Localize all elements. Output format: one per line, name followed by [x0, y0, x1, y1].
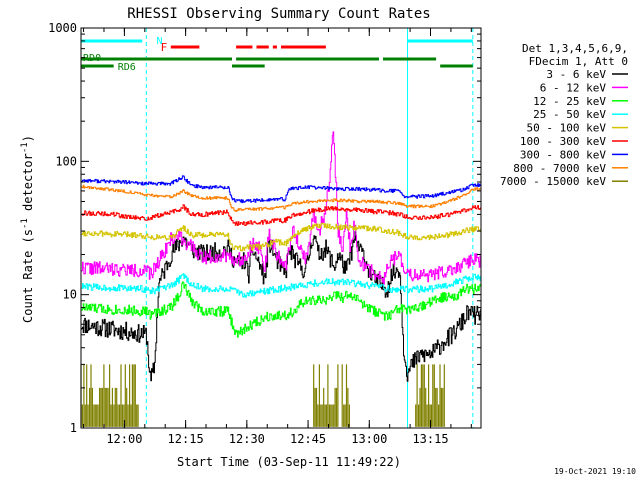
flare-band-label: F — [161, 41, 168, 54]
x-tick-label: 12:30 — [229, 432, 265, 446]
y-axis-label-part2: detector — [21, 153, 35, 218]
y-axis-label-part1: Count Rate (s — [21, 229, 35, 323]
footer-date: 19-Oct-2021 19:10 — [554, 467, 636, 476]
series-line-6 — [81, 175, 482, 204]
legend-entry-label: 25 - 50 keV — [533, 108, 606, 121]
axes-layer: 1 10 100 1000 12:00 12:15 12:30 12:45 13:00 13:15 — [48, 21, 482, 446]
legend-entry-label: 6 - 12 keV — [540, 81, 607, 94]
y-axis-label-sup1: -1 — [20, 218, 30, 229]
y-tick-label: 1000 — [48, 21, 77, 35]
series-line-5 — [81, 204, 482, 226]
night-marker-label: N — [157, 36, 163, 47]
legend-header-line: FDecim 1, Att 0 — [529, 55, 628, 68]
y-tick-label: 10 — [63, 288, 77, 302]
x-tick-label: 12:00 — [106, 432, 142, 446]
legend-entry-label: 50 - 100 keV — [527, 122, 607, 135]
rd0-band-label: RD0 — [83, 53, 101, 64]
y-axis-label-part3: ) — [21, 135, 35, 142]
series-line-3 — [81, 273, 482, 298]
y-axis-label: Count Rate (s-1 detector-1) — [20, 135, 35, 323]
series-line-1 — [81, 131, 482, 285]
x-tick-label: 12:15 — [168, 432, 204, 446]
y-tick-label: 100 — [55, 154, 77, 168]
legend: Det 1,3,4,5,6,9,FDecim 1, Att 03 - 6 keV… — [500, 42, 628, 188]
series-line-4 — [81, 222, 482, 252]
legend-header-line: Det 1,3,4,5,6,9, — [522, 42, 628, 55]
rd6-band-label: RD6 — [118, 62, 136, 73]
legend-entry-label: 100 - 300 keV — [520, 135, 606, 148]
segment-bands-layer: NF RD0 RD6 — [81, 36, 473, 73]
x-tick-label: 12:45 — [290, 432, 326, 446]
legend-entry-label: 12 - 25 keV — [533, 95, 606, 108]
legend-entry-label: 7000 - 15000 keV — [500, 175, 606, 188]
x-tick-label: 13:00 — [351, 432, 387, 446]
x-tick-label: 13:15 — [412, 432, 448, 446]
series-layer — [80, 28, 482, 428]
y-axis-label-sup2: -1 — [20, 142, 30, 153]
series-line-7 — [81, 184, 482, 212]
chart-title: RHESSI Observing Summary Count Rates — [127, 6, 430, 22]
plot-frame — [80, 27, 482, 429]
legend-entry-label: 800 - 7000 keV — [513, 162, 606, 175]
series-line-0 — [81, 231, 482, 382]
legend-entry-label: 3 - 6 keV — [546, 68, 606, 81]
y-tick-label: 1 — [70, 421, 77, 435]
series-line-2 — [81, 281, 482, 338]
legend-entry-label: 300 - 800 keV — [520, 148, 606, 161]
x-axis-label: Start Time (03-Sep-11 11:49:22) — [177, 455, 401, 469]
